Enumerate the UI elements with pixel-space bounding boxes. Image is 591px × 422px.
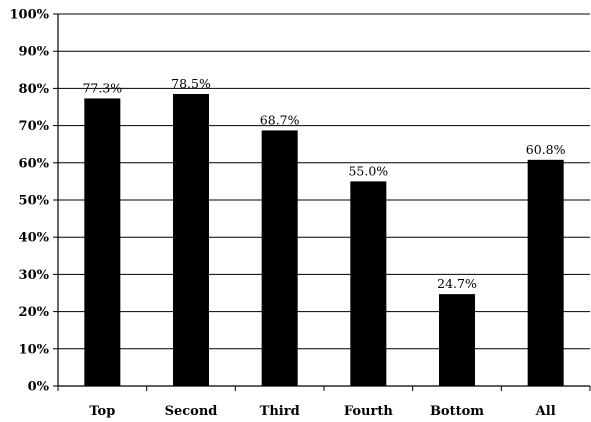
- x-tick-label: Top: [89, 404, 115, 419]
- x-tick-label: Third: [260, 404, 300, 419]
- bar-top: [84, 98, 121, 386]
- y-tick-label: 60%: [19, 156, 50, 171]
- y-tick-label: 10%: [19, 342, 50, 357]
- x-tick-label: All: [535, 404, 556, 419]
- y-tick-label: 100%: [10, 8, 50, 23]
- y-tick-label: 20%: [19, 305, 50, 320]
- y-tick-label: 30%: [19, 268, 50, 283]
- data-label: 68.7%: [260, 112, 300, 127]
- bar-third: [261, 130, 298, 386]
- y-tick-label: 80%: [19, 82, 50, 97]
- bar-second: [173, 93, 209, 386]
- axes: [53, 13, 591, 391]
- bar-all: [527, 159, 564, 386]
- data-label: 77.3%: [82, 80, 122, 95]
- y-tick-label: 50%: [19, 194, 50, 209]
- y-tick-label: 0%: [28, 380, 50, 395]
- y-tick-label: 70%: [19, 119, 50, 134]
- x-tick-label: Bottom: [430, 404, 484, 419]
- data-labels: 77.3% 78.5% 68.7% 55.0% 24.7% 60.8%: [82, 76, 565, 291]
- x-axis-tick-labels: Top Second Third Fourth Bottom All: [89, 404, 555, 419]
- y-tick-label: 90%: [19, 45, 50, 60]
- y-axis-tick-labels: 0% 10% 20% 30% 40% 50% 60% 70% 80% 90% 100%: [10, 8, 50, 395]
- gridlines: [58, 13, 590, 350]
- y-tick-label: 40%: [19, 231, 50, 246]
- data-label: 78.5%: [171, 76, 211, 91]
- x-tick-label: Fourth: [344, 404, 393, 419]
- bars: [84, 93, 564, 386]
- bar-bottom: [439, 294, 475, 386]
- bar-fourth: [350, 181, 387, 386]
- data-label: 24.7%: [437, 276, 477, 291]
- data-label: 60.8%: [526, 142, 566, 157]
- data-label: 55.0%: [348, 163, 388, 178]
- x-tick-label: Second: [165, 404, 218, 419]
